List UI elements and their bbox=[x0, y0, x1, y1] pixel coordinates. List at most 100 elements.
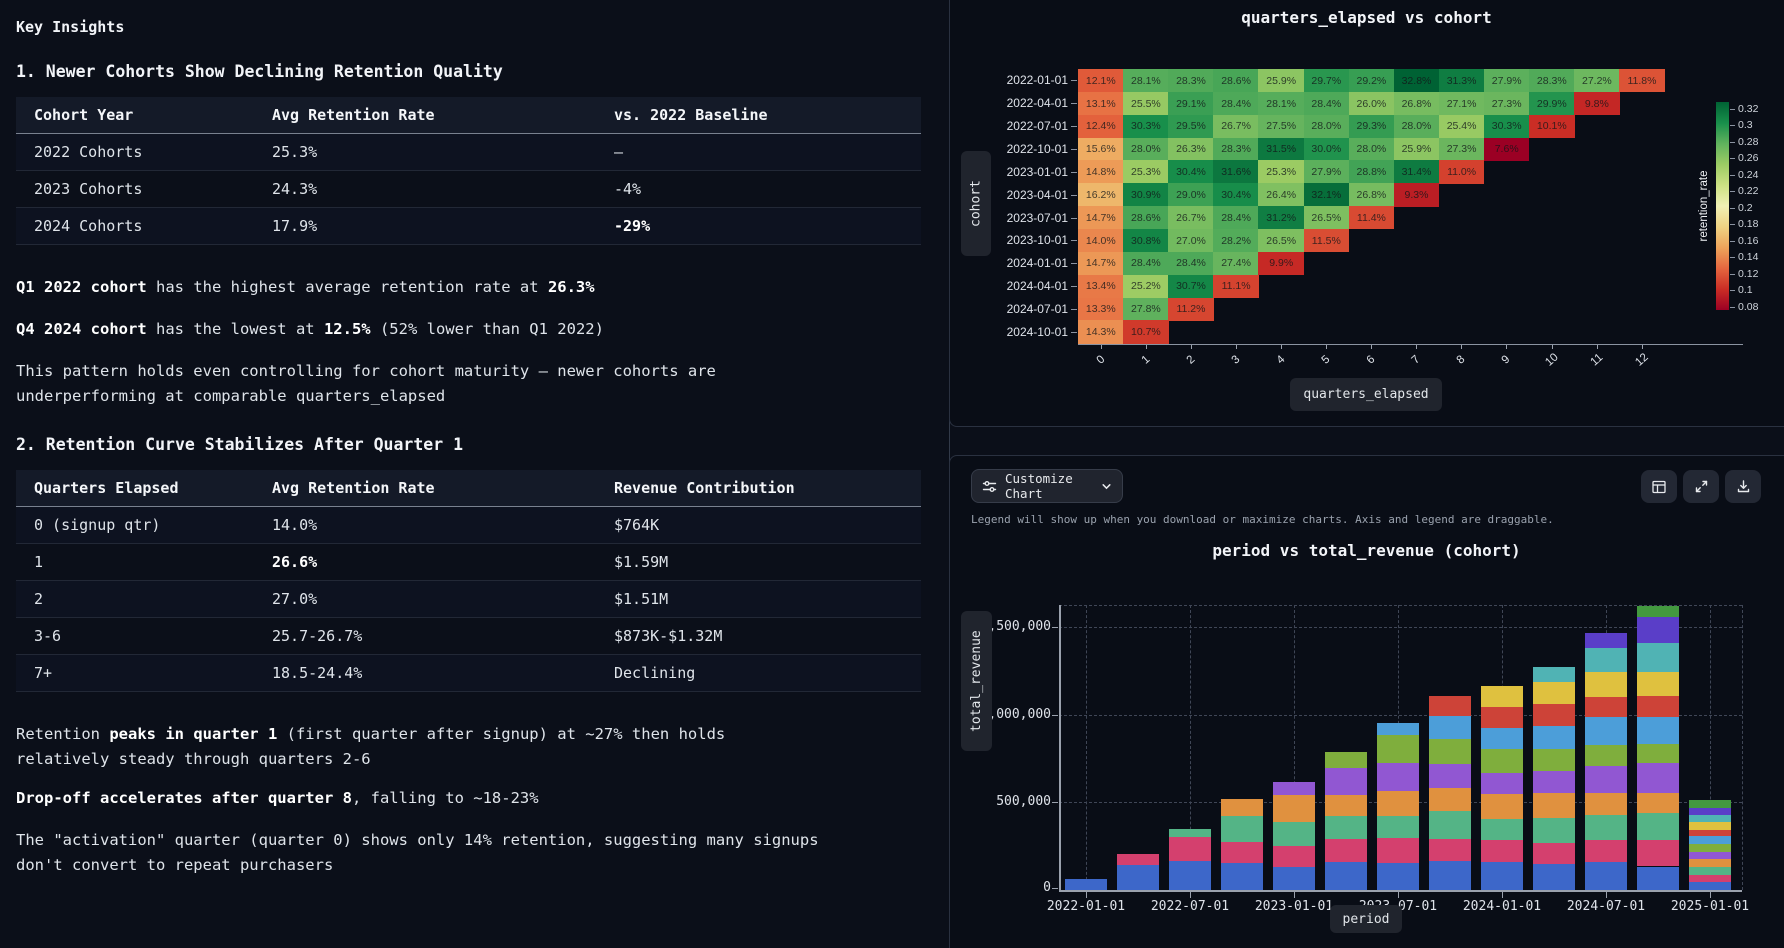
bar-segment-2024-10-01 bbox=[1689, 800, 1731, 808]
bar-yaxis-label[interactable]: total_revenue bbox=[961, 611, 992, 751]
customize-chart-button[interactable]: Customize Chart bbox=[971, 469, 1123, 503]
customize-chart-label: Customize Chart bbox=[1005, 471, 1073, 501]
table-row: 7+ 18.5-24.4% Declining bbox=[16, 654, 921, 692]
bar-segment-2023-07-01 bbox=[1429, 716, 1471, 740]
heatmap-xaxis-label[interactable]: quarters_elapsed bbox=[1290, 378, 1442, 411]
heatmap-cell: 10.1% bbox=[1529, 114, 1575, 139]
bar-segment-2023-07-01 bbox=[1481, 728, 1523, 750]
colorbar-tick-label: 0.24 bbox=[1738, 168, 1759, 181]
bar-segment-2022-07-01 bbox=[1377, 816, 1419, 838]
heatmap-cell: 28.0% bbox=[1348, 137, 1395, 161]
heatmap-cell: 26.0% bbox=[1348, 91, 1395, 116]
y-tick-mark bbox=[1052, 714, 1058, 716]
bar-segment-2023-01-01 bbox=[1429, 763, 1471, 789]
bar-segment-2023-07-01 bbox=[1585, 717, 1627, 745]
heatmap-cell: 30.3% bbox=[1483, 114, 1530, 139]
table-cell: 26.6% bbox=[254, 543, 596, 581]
bar-segment-2022-10-01 bbox=[1533, 793, 1575, 819]
table-row: 2 27.0% $1.51M bbox=[16, 580, 921, 618]
bar-segment-2022-04-01 bbox=[1273, 845, 1315, 868]
bar-segment-2022-01-01 bbox=[1377, 863, 1419, 890]
colorbar-title: retention_rate bbox=[1698, 170, 1710, 242]
bar-segment-2023-07-01 bbox=[1689, 836, 1731, 845]
bar-xaxis-label[interactable]: period bbox=[1330, 905, 1402, 933]
table-cell: 24.3% bbox=[254, 170, 596, 208]
bar-chart-title: period vs total_revenue (cohort) bbox=[1212, 541, 1521, 560]
heatmap-cell: 28.6% bbox=[1213, 69, 1259, 93]
heatmap-cell: 11.8% bbox=[1619, 69, 1665, 93]
heatmap-cell: 29.9% bbox=[1529, 91, 1575, 116]
heatmap-xtick-mark bbox=[1235, 345, 1237, 350]
bar-segment-2022-04-01 bbox=[1689, 874, 1731, 883]
colorbar-tick-mark bbox=[1730, 273, 1735, 275]
heatmap-ytick bbox=[1071, 148, 1077, 150]
bar-segment-2024-07-01 bbox=[1585, 633, 1627, 648]
heatmap-cell: 28.4% bbox=[1213, 206, 1259, 230]
bar-segment-2022-04-01 bbox=[1429, 839, 1471, 862]
table-icon bbox=[1651, 479, 1667, 495]
bar-segment-2022-07-01 bbox=[1689, 867, 1731, 875]
y-tick-label: 0 bbox=[1043, 880, 1051, 895]
table-row: 3-6 25.7-26.7% $873K-$1.32M bbox=[16, 617, 921, 655]
heatmap-cell: 25.3% bbox=[1123, 160, 1169, 184]
table-cell: 3-6 bbox=[16, 617, 254, 655]
maximize-button[interactable] bbox=[1683, 470, 1719, 503]
column-header: Quarters Elapsed bbox=[16, 470, 254, 507]
heatmap-cell: 31.5% bbox=[1258, 137, 1304, 161]
bar-segment-2022-01-01 bbox=[1065, 878, 1107, 890]
table-cell: 2 bbox=[16, 580, 254, 618]
bar-segment-2023-10-01 bbox=[1481, 706, 1523, 729]
colorbar-tick-mark bbox=[1730, 158, 1735, 160]
bar-segment-2022-10-01 bbox=[1273, 795, 1315, 822]
heatmap-cell: 32.8% bbox=[1393, 69, 1440, 93]
bar-segment-2023-10-01 bbox=[1533, 704, 1575, 727]
heatmap-ytick bbox=[1071, 217, 1077, 219]
heatmap-cell: 27.3% bbox=[1483, 91, 1530, 116]
heatmap-cell: 11.2% bbox=[1168, 297, 1214, 321]
heatmap-yaxis-label[interactable]: cohort bbox=[961, 151, 991, 256]
heatmap-cell: 32.1% bbox=[1303, 183, 1350, 207]
insight-paragraph: Q1 2022 cohort has the highest average r… bbox=[16, 275, 821, 300]
heatmap-cell: 27.2% bbox=[1574, 69, 1620, 93]
emphasis-text: Q1 2022 cohort bbox=[16, 278, 147, 296]
heatmap-row-label: 2022-01-01 bbox=[1006, 73, 1068, 88]
heatmap-cell: 28.8% bbox=[1348, 160, 1395, 184]
heatmap-cell: 27.3% bbox=[1438, 137, 1485, 161]
x-tick-mark bbox=[1086, 892, 1087, 898]
heatmap-xtick-mark bbox=[1506, 345, 1508, 350]
bar-segment-2023-10-01 bbox=[1689, 829, 1731, 837]
heatmap-xtick-mark bbox=[1280, 345, 1282, 350]
insight-paragraph: Drop-off accelerates after quarter 8, fa… bbox=[16, 786, 821, 811]
bar-segment-2022-10-01 bbox=[1637, 792, 1679, 813]
text-segment: The "activation" quarter (quarter 0) sho… bbox=[16, 831, 819, 874]
table-view-button[interactable] bbox=[1641, 470, 1677, 503]
insight-paragraph: Retention peaks in quarter 1 (first quar… bbox=[16, 722, 821, 772]
heatmap-cell: 11.5% bbox=[1303, 228, 1350, 253]
heatmap-cell: 28.0% bbox=[1123, 137, 1169, 161]
table-cell: 2022 Cohorts bbox=[16, 133, 254, 171]
bar-segment-2023-01-01 bbox=[1637, 762, 1679, 793]
bar-segment-2022-01-01 bbox=[1533, 863, 1575, 890]
heatmap-cell: 27.5% bbox=[1258, 114, 1304, 139]
bar-segment-2024-07-01 bbox=[1637, 617, 1679, 643]
bar-segment-2022-07-01 bbox=[1533, 818, 1575, 843]
heatmap-cell: 25.4% bbox=[1438, 114, 1485, 139]
table-cell: 17.9% bbox=[254, 207, 596, 245]
chevron-down-icon bbox=[1101, 481, 1112, 492]
heatmap-cell: 7.6% bbox=[1483, 137, 1530, 161]
heatmap-xtick-mark bbox=[1641, 345, 1643, 350]
heatmap-xtick-mark bbox=[1461, 345, 1463, 350]
colorbar-tick-mark bbox=[1730, 125, 1735, 127]
download-chart-button[interactable] bbox=[1725, 470, 1761, 503]
heatmap-row-label: 2023-04-01 bbox=[1006, 187, 1068, 202]
heatmap-cell: 26.4% bbox=[1258, 183, 1304, 207]
heatmap-cell: 30.4% bbox=[1168, 160, 1214, 184]
table-row: 1 26.6% $1.59M bbox=[16, 543, 921, 581]
page-title: Key Insights bbox=[16, 18, 125, 36]
x-tick-mark bbox=[1606, 892, 1607, 898]
heatmap-cell: 13.4% bbox=[1078, 274, 1124, 298]
bar-segment-2024-04-01 bbox=[1689, 814, 1731, 823]
colorbar-tick-mark bbox=[1730, 224, 1735, 226]
bar-segment-2022-07-01 bbox=[1429, 811, 1471, 840]
heatmap-cell: 31.4% bbox=[1393, 160, 1440, 184]
